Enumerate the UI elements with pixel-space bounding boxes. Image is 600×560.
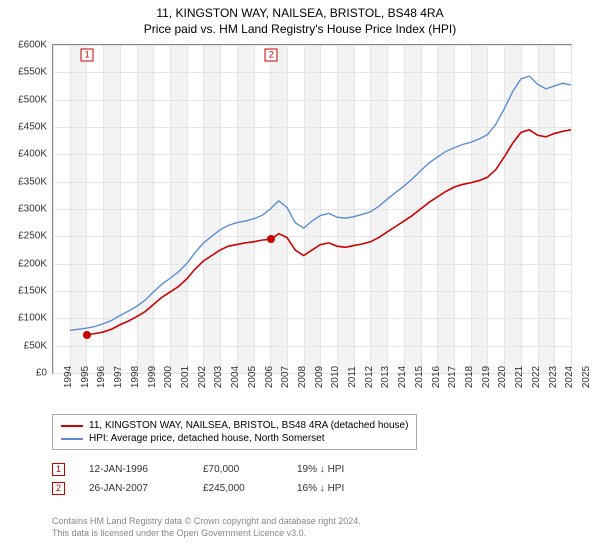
line-series-svg: [53, 45, 571, 373]
transaction-marker-icon: 2: [52, 482, 65, 495]
y-axis-label: £450K: [18, 122, 47, 133]
transaction-pct: 16% ↓ HPI: [297, 483, 377, 494]
y-axis-label: £50K: [24, 340, 47, 351]
transaction-date: 12-JAN-1996: [89, 464, 179, 475]
plot-background: £0£50K£100K£150K£200K£250K£300K£350K£400…: [52, 44, 572, 374]
legend-label: 11, KINGSTON WAY, NAILSEA, BRISTOL, BS48…: [89, 420, 408, 431]
y-axis-label: £500K: [18, 94, 47, 105]
transaction-row: 1 12-JAN-1996 £70,000 19% ↓ HPI: [52, 460, 377, 479]
transaction-dot: [267, 235, 275, 243]
chart-title: 11, KINGSTON WAY, NAILSEA, BRISTOL, BS48…: [0, 0, 600, 20]
y-axis-label: £0: [36, 368, 47, 379]
chart-plot-area: £0£50K£100K£150K£200K£250K£300K£350K£400…: [52, 44, 572, 374]
transaction-marker-icon: 1: [52, 463, 65, 476]
legend-item: HPI: Average price, detached house, Nort…: [61, 432, 408, 445]
series-line: [87, 130, 571, 335]
transaction-dot: [83, 331, 91, 339]
y-axis-label: £550K: [18, 67, 47, 78]
footer-line: This data is licensed under the Open Gov…: [52, 528, 361, 540]
transaction-price: £70,000: [203, 464, 273, 475]
footer-attribution: Contains HM Land Registry data © Crown c…: [52, 516, 361, 539]
legend: 11, KINGSTON WAY, NAILSEA, BRISTOL, BS48…: [52, 414, 417, 450]
transaction-pct: 19% ↓ HPI: [297, 464, 377, 475]
y-axis-label: £400K: [18, 149, 47, 160]
y-axis-label: £100K: [18, 313, 47, 324]
y-axis-label: £300K: [18, 204, 47, 215]
transaction-marker: 2: [265, 49, 278, 62]
footer-line: Contains HM Land Registry data © Crown c…: [52, 516, 361, 528]
y-axis-label: £200K: [18, 258, 47, 269]
transaction-row: 2 26-JAN-2007 £245,000 16% ↓ HPI: [52, 479, 377, 498]
y-axis-label: £350K: [18, 176, 47, 187]
transaction-marker: 1: [81, 49, 94, 62]
y-axis-label: £600K: [18, 40, 47, 51]
transactions-table: 1 12-JAN-1996 £70,000 19% ↓ HPI 2 26-JAN-2007…: [52, 460, 377, 498]
y-axis-label: £250K: [18, 231, 47, 242]
legend-swatch: [61, 425, 83, 427]
x-axis-label: 2025: [571, 366, 592, 388]
transaction-date: 26-JAN-2007: [89, 483, 179, 494]
chart-subtitle: Price paid vs. HM Land Registry's House …: [0, 20, 600, 36]
y-axis-label: £150K: [18, 286, 47, 297]
legend-item: 11, KINGSTON WAY, NAILSEA, BRISTOL, BS48…: [61, 419, 408, 432]
transaction-price: £245,000: [203, 483, 273, 494]
series-line: [70, 76, 571, 330]
legend-label: HPI: Average price, detached house, Nort…: [89, 433, 325, 444]
legend-swatch: [61, 438, 83, 440]
